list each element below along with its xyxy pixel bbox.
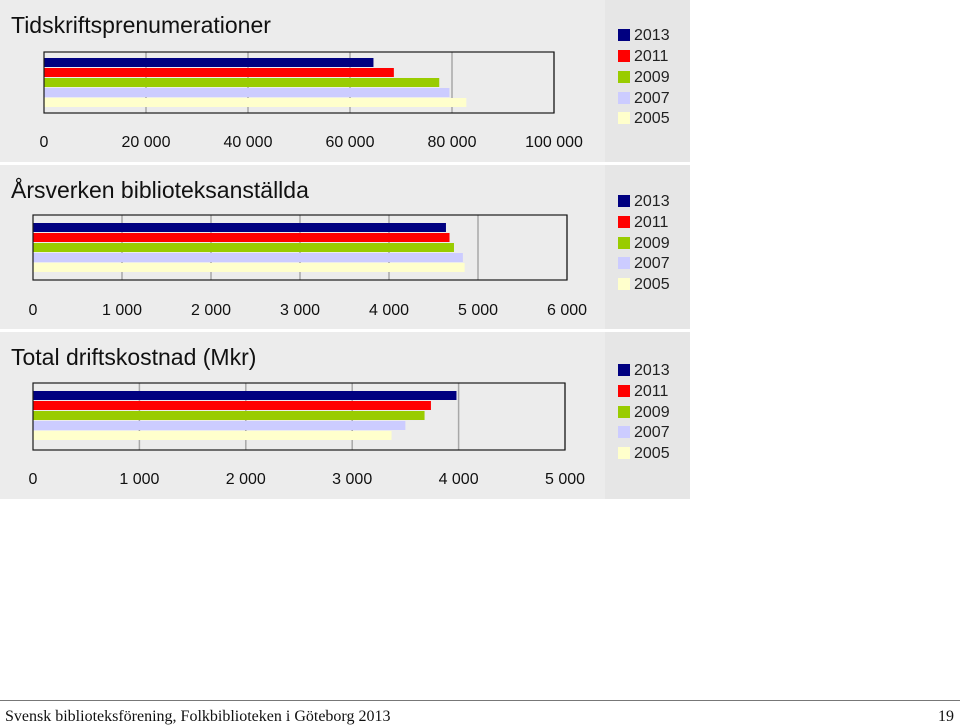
legend-label: 2005	[634, 276, 670, 293]
legend-swatch-2013	[618, 364, 630, 376]
bar-2005	[33, 431, 392, 440]
legend-swatch-2011	[618, 385, 630, 397]
page-footer: Svensk biblioteksförening, Folkbibliotek…	[0, 700, 960, 727]
tick-label: 4 000	[439, 471, 479, 488]
legend-swatch-2009	[618, 237, 630, 249]
tick-label: 40 000	[224, 134, 273, 151]
legend-label: 2013	[634, 193, 670, 210]
legend-label: 2007	[634, 255, 670, 272]
legend-swatch-2007	[618, 92, 630, 104]
page-number: 19	[938, 708, 954, 725]
legend-label: 2005	[634, 445, 670, 462]
chart-title: Total driftskostnad (Mkr)	[11, 344, 257, 370]
legend-label: 2009	[634, 404, 670, 421]
legend-swatch-2011	[618, 216, 630, 228]
legend-label: 2007	[634, 90, 670, 107]
plot-frame	[32, 382, 566, 451]
bar-2013	[44, 58, 374, 67]
bar-2007	[44, 88, 450, 97]
bar-2009	[44, 78, 440, 87]
legend-swatch-2009	[618, 71, 630, 83]
legend-label: 2005	[634, 110, 670, 127]
chart-title: Årsverken biblioteksanställda	[11, 177, 309, 203]
legend-label: 2011	[634, 48, 669, 65]
tick-label: 5 000	[545, 471, 585, 488]
chart-1: Tidskriftsprenumerationer 0 20 000 40 000 60…	[0, 0, 690, 162]
tick-label: 80 000	[428, 134, 477, 151]
legend-label: 2009	[634, 235, 670, 252]
bar-2013	[33, 391, 457, 400]
chart-2: Årsverken biblioteksanställda 0 1 000 2 000…	[0, 165, 690, 329]
legend-swatch-2011	[618, 50, 630, 62]
tick-label: 1 000	[102, 302, 142, 319]
tick-label: 2 000	[191, 302, 231, 319]
chart-3-plot-area: Total driftskostnad (Mkr) 0 1 000 2 000 3 00…	[0, 332, 605, 499]
tick-label: 4 000	[369, 302, 409, 319]
plot-frame	[43, 51, 555, 114]
legend-label: 2011	[634, 214, 669, 231]
bar-2007	[33, 421, 406, 430]
footer-rule	[0, 700, 960, 701]
legend-swatch-2005	[618, 278, 630, 290]
chart-1-plot-area: Tidskriftsprenumerationer 0 20 000 40 000 60…	[0, 0, 605, 162]
chart-2-plot-area: Årsverken biblioteksanställda 0 1 000 2 000…	[0, 165, 605, 329]
legend-swatch-2007	[618, 426, 630, 438]
legend-swatch-2005	[618, 447, 630, 459]
tick-label: 100 000	[525, 134, 583, 151]
chart-1-svg: 0 20 000 40 000 60 000 80 000 100 000	[40, 51, 583, 151]
bar-2011	[33, 233, 450, 242]
bar-2011	[44, 68, 394, 77]
chart-3-legend: 2013 2011 2009 2007 2005	[605, 332, 690, 499]
chart-3-svg: 0 1 000 2 000 3 000 4 000 5 000	[29, 382, 585, 488]
legend-label: 2011	[634, 383, 669, 400]
tick-label: 1 000	[119, 471, 159, 488]
legend-label: 2007	[634, 424, 670, 441]
tick-label: 60 000	[326, 134, 375, 151]
tick-label: 3 000	[332, 471, 372, 488]
bar-2013	[33, 223, 446, 232]
legend-label: 2013	[634, 27, 670, 44]
legend-label: 2013	[634, 362, 670, 379]
legend-swatch-2013	[618, 29, 630, 41]
bar-2009	[33, 411, 425, 420]
bar-2011	[33, 401, 431, 410]
tick-label: 0	[29, 471, 38, 488]
chart-3: Total driftskostnad (Mkr) 0 1 000 2 000 3 00…	[0, 332, 690, 499]
bar-2007	[33, 253, 463, 262]
legend-label: 2009	[634, 69, 670, 86]
chart-2-svg: 0 1 000 2 000 3 000 4 000 5 000 6 000	[29, 214, 587, 319]
tick-label: 0	[40, 134, 49, 151]
bar-2009	[33, 243, 454, 252]
tick-label: 5 000	[458, 302, 498, 319]
legend-swatch-2007	[618, 257, 630, 269]
chart-2-legend: 2013 2011 2009 2007 2005	[605, 165, 690, 329]
chart-title: Tidskriftsprenumerationer	[11, 12, 271, 38]
legend-swatch-2013	[618, 195, 630, 207]
tick-label: 2 000	[226, 471, 266, 488]
tick-label: 6 000	[547, 302, 587, 319]
plot-frame	[32, 214, 568, 281]
tick-label: 20 000	[122, 134, 171, 151]
legend-swatch-2009	[618, 406, 630, 418]
legend-swatch-2005	[618, 112, 630, 124]
footer-text: Svensk biblioteksförening, Folkbibliotek…	[5, 708, 391, 725]
bar-2005	[33, 263, 465, 272]
chart-1-legend: 2013 2011 2009 2007 2005	[605, 0, 690, 162]
bar-2005	[44, 98, 467, 107]
tick-label: 0	[29, 302, 38, 319]
tick-label: 3 000	[280, 302, 320, 319]
